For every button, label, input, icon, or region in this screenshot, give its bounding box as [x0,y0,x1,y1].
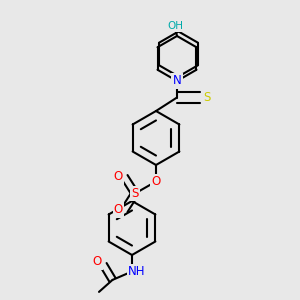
Text: S: S [131,187,139,200]
Text: OH: OH [167,21,184,32]
Text: O: O [93,255,102,268]
Text: N: N [172,74,182,88]
Text: NH: NH [128,265,145,278]
Text: S: S [203,91,211,104]
Text: O: O [114,203,123,217]
Text: O: O [152,175,160,188]
Text: O: O [114,170,123,184]
